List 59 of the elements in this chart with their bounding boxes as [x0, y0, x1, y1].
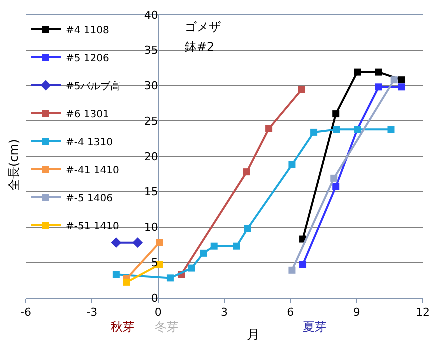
point [332, 110, 340, 118]
point [375, 68, 382, 76]
point [288, 161, 296, 168]
point [375, 84, 382, 91]
point [354, 68, 361, 76]
legend-label: #5バルブ高 [66, 80, 121, 92]
point [390, 76, 398, 84]
y-tick-label: 15 [144, 186, 158, 199]
legend-label: #4 1108 [66, 25, 110, 36]
point [333, 126, 340, 134]
point [156, 239, 164, 246]
legend-label: #-5 1406 [66, 193, 113, 204]
point [266, 125, 273, 132]
point [310, 128, 318, 136]
y-axis-title: 全長(cm) [7, 139, 22, 191]
point [132, 238, 144, 248]
point [244, 225, 252, 232]
y-tick-label: 35 [144, 44, 158, 58]
point [298, 86, 306, 94]
point [244, 168, 250, 176]
text: 冬芽 [155, 320, 179, 334]
legend-label: #-51 1410 [66, 221, 120, 232]
point [112, 271, 120, 278]
x-tick-label: 3 [221, 306, 228, 320]
legend-label: #-41 1410 [66, 165, 120, 176]
text: 秋芽 [111, 320, 135, 334]
x-tick-label: 12 [416, 306, 430, 320]
annotation: 鉢#2 [185, 40, 215, 54]
y-tick-label: 0 [151, 292, 158, 305]
x-axis-title: 月 [247, 328, 260, 341]
legend-label: #6 1301 [66, 109, 110, 120]
y-tick-label: 20 [144, 150, 158, 164]
y-tick-label: 40 [144, 8, 158, 22]
point [330, 174, 338, 182]
y-tick-label: 5 [151, 256, 158, 270]
x-tick-label: 9 [353, 306, 360, 320]
legend-label: #-4 1310 [66, 137, 113, 148]
point [300, 261, 307, 268]
point [398, 84, 406, 91]
text: 夏芽 [303, 320, 327, 334]
point [166, 274, 174, 282]
x-tick-label: 6 [287, 306, 294, 320]
point [288, 266, 296, 274]
y-tick-label: 25 [144, 114, 158, 128]
y-tick-label: 30 [144, 80, 158, 93]
point [388, 126, 395, 134]
point [111, 238, 122, 248]
point [200, 250, 208, 257]
point [188, 264, 196, 272]
point [332, 183, 340, 190]
x-tick-label: -6 [20, 306, 32, 320]
point [233, 242, 240, 250]
y-tick-label: 10 [144, 221, 158, 234]
annotation: ゴメザ [185, 20, 221, 34]
point [210, 242, 218, 250]
x-tick-label: -3 [86, 306, 98, 320]
point [123, 278, 130, 286]
legend-label: #5 1206 [66, 53, 110, 64]
point [398, 76, 406, 84]
